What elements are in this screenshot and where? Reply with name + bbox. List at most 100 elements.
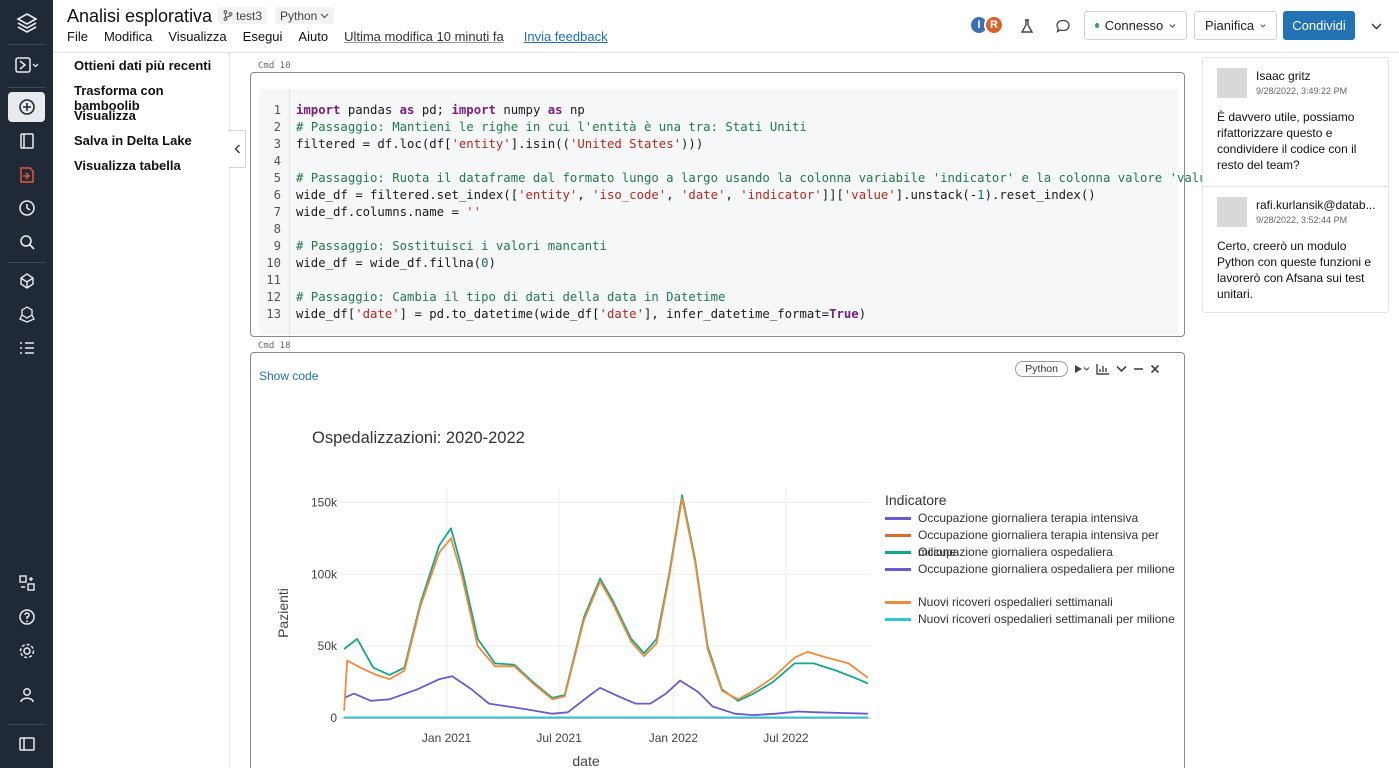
toc-item[interactable]: Salva in Delta Lake: [74, 133, 192, 148]
last-modified-link[interactable]: Ultima modifica 10 minuti fa: [344, 29, 504, 44]
cell-language-pill[interactable]: Python: [1015, 361, 1068, 377]
databricks-logo-icon[interactable]: [8, 8, 45, 38]
notebook-title[interactable]: Analisi esplorativa: [67, 6, 213, 26]
code-line[interactable]: 1 import pandas as pd; import numpy as np: [259, 102, 1178, 119]
code-line[interactable]: 13 wide_df['date'] = pd.to_datetime(wide_…: [259, 306, 1178, 323]
compute-icon[interactable]: [8, 299, 45, 329]
legend-label: Occupazione giornaliera terapia intensiv…: [918, 511, 1139, 525]
code-line[interactable]: 9 # Passaggio: Sostituisci i valori manca…: [259, 238, 1178, 255]
partner-connect-icon[interactable]: [8, 568, 45, 598]
settings-icon[interactable]: [8, 636, 45, 666]
comment-author: Isaac gritz: [1256, 69, 1311, 83]
avatar[interactable]: R: [984, 15, 1004, 35]
schedule-button[interactable]: Pianifica: [1194, 11, 1277, 40]
search-icon[interactable]: [8, 227, 45, 257]
workspace-icon[interactable]: [8, 126, 45, 156]
code-line[interactable]: 7 wide_df.columns.name = '': [259, 204, 1178, 221]
user-icon[interactable]: [8, 680, 45, 710]
y-tick-label: 100k: [311, 567, 338, 581]
chart-icon[interactable]: [1096, 363, 1110, 375]
comment-line: unitari.: [1217, 287, 1254, 301]
x-axis-title: date: [572, 753, 599, 768]
comment-line: Certo, creerò un modulo: [1217, 239, 1347, 253]
code-line[interactable]: 6 wide_df = filtered.set_index(['entity',…: [259, 187, 1178, 204]
comment-author: rafi.kurlansik@datab...: [1256, 198, 1376, 212]
comments-icon[interactable]: [1052, 15, 1074, 37]
code-text: # Passaggio: Mantieni le righe in cui l'…: [296, 120, 807, 134]
notebook-header: Analisi esplorativa test3 Python File Mo…: [53, 0, 1399, 53]
line-number: 6: [273, 188, 281, 202]
comment-line: condividere il codice con il: [1217, 142, 1357, 156]
code-line[interactable]: 4: [259, 153, 1178, 170]
code-line[interactable]: 5 # Passaggio: Ruota il dataframe dal for…: [259, 170, 1222, 187]
series-line: [343, 497, 869, 711]
chart-cell[interactable]: Show code Python Ospedalizzazioni: 2020-…: [250, 352, 1185, 768]
line-number: 1: [273, 103, 281, 117]
x-tick-label: Jan 2022: [649, 731, 699, 745]
data-icon[interactable]: [8, 266, 45, 296]
code-text: wide_df.columns.name = '': [296, 205, 482, 219]
recents-icon[interactable]: [8, 193, 45, 223]
line-chart[interactable]: Jan 2021 Jul 2021 Jan 2022 Jul 2022 0 50k 100k…: [271, 478, 891, 768]
comment-line: Python con queste funzioni e: [1217, 255, 1372, 269]
feedback-link[interactable]: Invia feedback: [523, 29, 608, 44]
menu-edit[interactable]: Modifica: [103, 29, 153, 44]
workspace-switcher-icon[interactable]: [8, 50, 45, 80]
status-dot: [1095, 23, 1099, 28]
code-cell[interactable]: 1 import pandas as pd; import numpy as np…: [250, 72, 1222, 337]
show-code-link[interactable]: Show code: [259, 369, 319, 383]
menu-file[interactable]: File: [67, 29, 88, 44]
code-line[interactable]: 8: [259, 221, 1178, 238]
left-rail: [0, 0, 53, 768]
code-editor[interactable]: 1 import pandas as pd; import numpy as np…: [259, 89, 1222, 335]
code-line[interactable]: 11: [259, 272, 1178, 289]
repos-icon[interactable]: [8, 160, 45, 190]
code-line[interactable]: 3 filtered = df.loc(df['entity'].isin(('U…: [259, 136, 1178, 153]
y-tick-label: 150k: [311, 495, 338, 509]
close-icon[interactable]: [1150, 364, 1160, 374]
line-number: 3: [273, 137, 281, 151]
workflows-icon[interactable]: [8, 333, 45, 363]
minimize-icon[interactable]: [1133, 365, 1144, 373]
branch-name: test3: [236, 8, 263, 23]
run-cell-icon[interactable]: [1074, 364, 1090, 374]
toc-item[interactable]: Visualizza tabella: [74, 158, 181, 173]
toc-item[interactable]: Visualizza: [74, 108, 136, 123]
series-line: [343, 494, 869, 702]
more-options-icon[interactable]: [1365, 15, 1387, 37]
collapse-toc-button[interactable]: [229, 130, 246, 168]
menu-view[interactable]: Visualizza: [168, 29, 227, 44]
comment-line: rifattorizzare questo e: [1217, 126, 1333, 140]
experiment-icon[interactable]: [1016, 15, 1038, 37]
code-text: wide_df['date'] = pd.to_datetime(wide_df…: [296, 307, 867, 321]
code-line[interactable]: 12 # Passaggio: Cambia il tipo di dati de…: [259, 289, 1178, 306]
avatar: [1217, 197, 1247, 227]
language-select[interactable]: Python: [275, 7, 335, 24]
toc-item[interactable]: Trasforma con bamboolib: [74, 83, 164, 113]
create-icon[interactable]: [8, 92, 45, 122]
legend-label: Occupazione giornaliera ospedaliera: [918, 545, 1113, 559]
y-axis-title: Pazienti: [275, 588, 291, 638]
comment-line: È davvero utile, possiamo: [1217, 110, 1355, 124]
chart-title: Ospedalizzazioni: 2020-2022: [312, 429, 525, 447]
sidebar-toggle-icon[interactable]: [8, 729, 45, 759]
share-button[interactable]: Condividi: [1283, 11, 1355, 40]
code-line[interactable]: 2 # Passaggio: Mantieni le righe in cui l…: [259, 119, 1178, 136]
legend-swatch: [885, 551, 911, 554]
toc-item[interactable]: Ottieni dati più recenti: [74, 58, 212, 73]
line-number: 8: [273, 222, 281, 236]
legend-label: Occupazione giornaliera terapia intensiv…: [918, 528, 1159, 559]
language-label: Python: [280, 8, 318, 23]
line-number: 5: [273, 171, 281, 185]
y-tick-label: 50k: [318, 639, 338, 653]
help-icon[interactable]: [8, 602, 45, 632]
branch-pill[interactable]: test3: [218, 7, 268, 24]
chevron-down-icon[interactable]: [1116, 365, 1127, 373]
table-of-contents: Ottieni dati più recenti Trasforma con b…: [53, 53, 230, 768]
menu-help[interactable]: Aiuto: [298, 29, 329, 44]
menu-run[interactable]: Esegui: [242, 29, 283, 44]
code-line[interactable]: 10 wide_df = wide_df.fillna(0): [259, 255, 1178, 272]
cell-toolbar: Python: [1015, 361, 1160, 377]
legend-swatch: [885, 568, 911, 571]
cluster-status-button[interactable]: Connesso: [1084, 11, 1187, 40]
